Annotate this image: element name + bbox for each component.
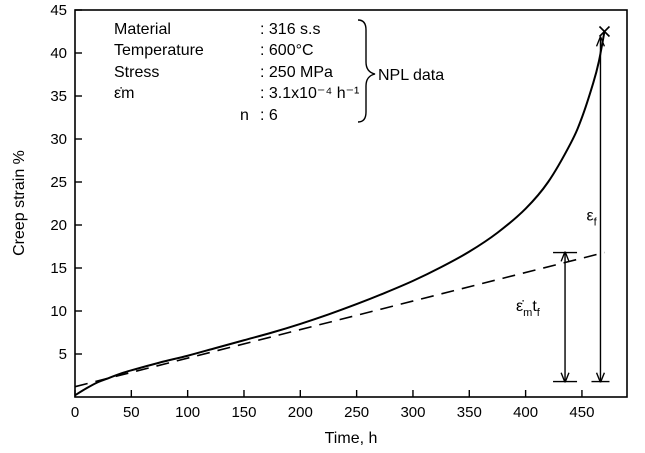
y-tick-label: 20 [50, 217, 67, 234]
x-tick-label: 400 [513, 404, 538, 421]
legend-value: : 6 [260, 107, 278, 124]
ef-label: εf [586, 208, 597, 229]
x-tick-label: 150 [231, 404, 256, 421]
y-tick-label: 25 [50, 174, 67, 191]
x-tick-label: 300 [400, 404, 425, 421]
legend-value: : 600°C [260, 42, 314, 59]
x-tick-label: 100 [175, 404, 200, 421]
y-axis-title: Creep strain % [11, 150, 28, 256]
series-steady-state-line [74, 251, 605, 388]
y-tick-label: 35 [50, 88, 67, 105]
legend-label: ε̇m [114, 85, 134, 102]
legend: Material : 316 s.s Temperature : 600°C S… [114, 19, 444, 124]
legend-label: Temperature [114, 42, 204, 59]
legend-brace [357, 19, 376, 123]
x-tick-label: 0 [71, 404, 79, 421]
rupture-marker [598, 25, 611, 38]
legend-label: Stress [114, 64, 159, 81]
x-tick-label: 450 [569, 404, 594, 421]
legend-value: : 250 MPa [260, 64, 333, 81]
plot-frame [74, 9, 628, 398]
y-tick-label: 30 [50, 131, 67, 148]
y-tick-label: 10 [50, 303, 67, 320]
legend-label: Material [114, 21, 171, 38]
legend-label: n [240, 107, 249, 124]
x-axis-title: Time, h [325, 430, 378, 447]
axis-tick-labels: 0 50 100 150 200 250 300 350 400 450 5 10 15 20 25 30 35… [50, 2, 594, 421]
legend-value: : 316 s.s [260, 21, 320, 38]
x-tick-label: 50 [123, 404, 140, 421]
series-creep-curve [74, 31, 606, 397]
legend-value: : 3.1x10⁻⁴ h⁻¹ [260, 85, 359, 102]
axis-ticks [74, 9, 583, 397]
y-tick-label: 15 [50, 260, 67, 277]
rupture-marker-stroke [598, 25, 611, 38]
x-tick-label: 250 [344, 404, 369, 421]
x-tick-label: 200 [288, 404, 313, 421]
emtf-label: ε̇mtf [516, 298, 541, 319]
y-tick-label: 40 [50, 45, 67, 62]
legend-brace-label: NPL data [378, 67, 444, 84]
y-tick-label: 45 [50, 2, 67, 19]
y-tick-label: 5 [59, 346, 67, 363]
x-tick-label: 350 [457, 404, 482, 421]
